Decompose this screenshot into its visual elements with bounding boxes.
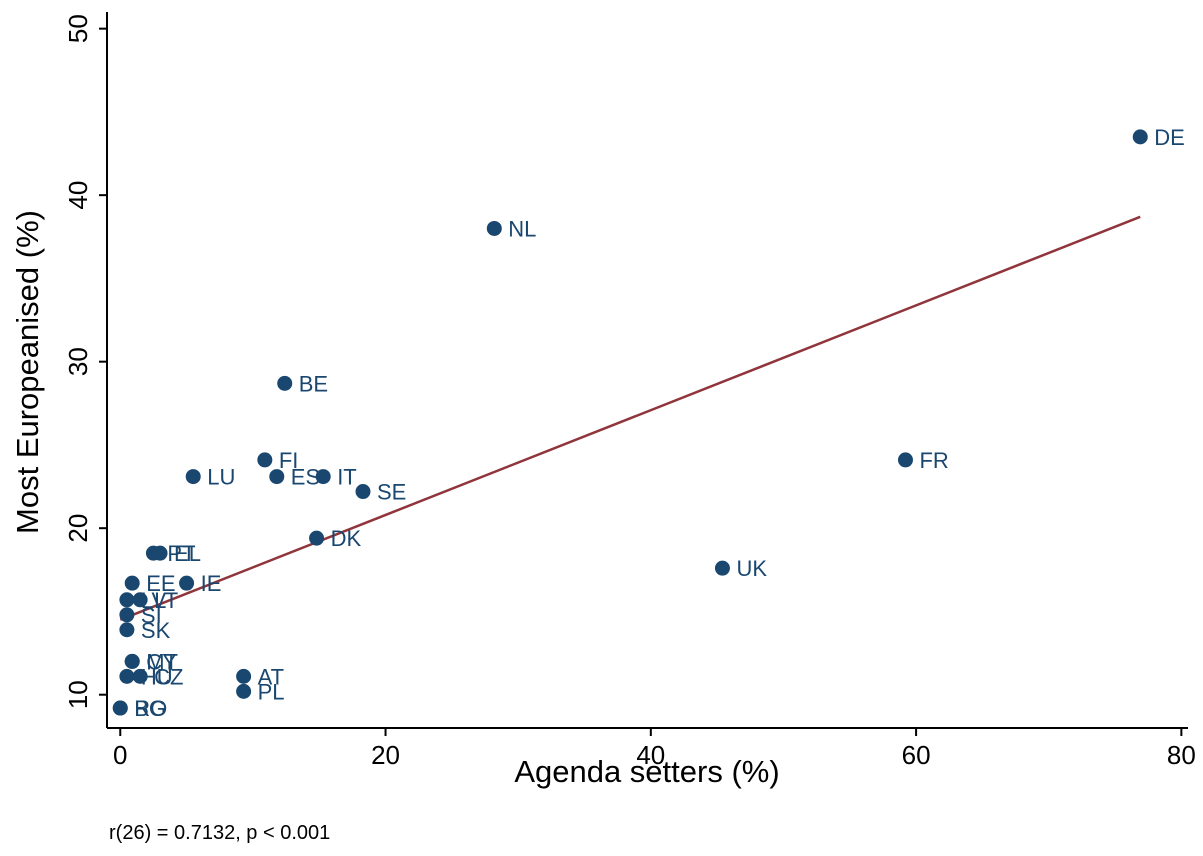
- point-label-bg: BG: [134, 696, 166, 721]
- point-label-it: IT: [337, 465, 357, 490]
- y-tick-label: 10: [63, 680, 93, 709]
- y-tick-label: 20: [63, 514, 93, 543]
- point-label-pl: PL: [258, 679, 285, 704]
- point-es: [269, 469, 285, 485]
- x-axis-title: Agenda setters (%): [514, 754, 779, 789]
- ticks-layer: 0 20 40 60 80 10 20 30 40 50: [63, 14, 1196, 770]
- point-label-el: EL: [174, 541, 201, 566]
- y-tick-label: 50: [63, 14, 93, 43]
- point-ie: [179, 575, 195, 591]
- point-label-ee: EE: [146, 571, 175, 596]
- point-fr: [897, 452, 913, 468]
- point-label-mt: MT: [146, 649, 178, 674]
- point-label-uk: UK: [736, 556, 767, 581]
- point-lu: [185, 469, 201, 485]
- point-label-lt: LT: [154, 588, 178, 613]
- point-de: [1132, 129, 1148, 145]
- point-label-at: AT: [258, 664, 284, 689]
- correlation-note: r(26) = 0.7132, p < 0.001: [109, 822, 331, 844]
- x-tick-label: 0: [113, 740, 127, 770]
- point-label-fr: FR: [919, 448, 948, 473]
- point-el: [152, 545, 168, 561]
- fit-line: [119, 215, 1141, 621]
- point-at: [236, 668, 252, 684]
- point-label-be: BE: [299, 371, 328, 396]
- x-tick-label: 60: [902, 740, 931, 770]
- point-label-lu: LU: [207, 465, 235, 490]
- point-label-de: DE: [1154, 125, 1185, 150]
- point-label-ro: RO: [134, 696, 167, 721]
- point-label-si: SI: [141, 603, 162, 628]
- point-lt: [132, 592, 148, 608]
- point-pl: [236, 683, 252, 699]
- point-ro: [112, 700, 128, 716]
- point-be: [277, 375, 293, 391]
- x-tick-label: 20: [371, 740, 400, 770]
- point-sk: [119, 622, 135, 638]
- point-cz: [132, 668, 148, 684]
- point-label-es: ES: [291, 465, 320, 490]
- point-lv: [119, 592, 135, 608]
- point-uk: [714, 560, 730, 576]
- point-label-cz: CZ: [154, 664, 183, 689]
- point-label-sk: SK: [141, 618, 171, 643]
- x-tick-label: 80: [1167, 740, 1196, 770]
- point-fi: [257, 452, 273, 468]
- point-se: [355, 484, 371, 500]
- point-nl: [486, 220, 502, 236]
- point-ee: [124, 575, 140, 591]
- fit-line-layer: [119, 215, 1141, 621]
- y-axis-title: Most Europeanised (%): [10, 210, 45, 534]
- point-hu: [119, 668, 135, 684]
- point-label-ie: IE: [201, 571, 222, 596]
- point-label-pt: PT: [167, 541, 195, 566]
- x-tick-label: 40: [636, 740, 665, 770]
- point-label-se: SE: [377, 480, 406, 505]
- point-label-nl: NL: [508, 216, 536, 241]
- point-dk: [309, 530, 325, 546]
- axes-layer: [106, 12, 1188, 729]
- y-tick-label: 40: [63, 181, 93, 210]
- y-tick-label: 30: [63, 347, 93, 376]
- point-label-dk: DK: [331, 526, 362, 551]
- point-si: [119, 607, 135, 623]
- point-label-cy: CY: [146, 649, 177, 674]
- point-cy: [124, 653, 140, 669]
- point-it: [315, 469, 331, 485]
- point-label-fi: FI: [279, 448, 299, 473]
